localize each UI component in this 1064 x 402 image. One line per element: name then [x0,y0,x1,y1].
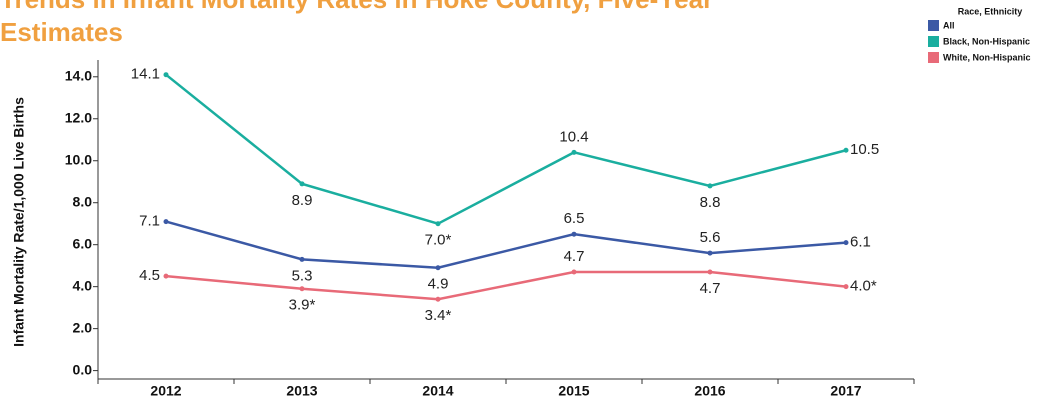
data-label: 4.7 [564,248,585,265]
y-tick-label: 10.0 [65,151,92,167]
legend-label: All [943,20,955,30]
point [299,181,305,187]
point [571,231,577,237]
point [843,240,849,246]
data-label: 3.4* [425,307,452,324]
data-label: 3.9* [289,297,316,314]
chart-title: Estimates [0,17,123,47]
data-label: 6.1 [850,234,871,251]
data-label: 5.6 [700,229,721,246]
data-label: 5.3 [292,267,313,284]
y-tick-label: 14.0 [65,67,92,83]
legend-title: Race, Ethnicity [958,6,1023,16]
chart-title: Trends in Infant Mortality Rates in Hoke… [0,0,713,14]
data-label: 4.0* [850,278,877,295]
point [571,269,577,275]
legend-label: Black, Non-Hispanic [943,36,1030,46]
y-axis-label: Infant Mortality Rate/1,000 Live Births [11,97,27,347]
x-tick-label: 2012 [150,383,181,399]
legend-swatch [928,20,939,31]
point [435,296,441,302]
y-tick-label: 6.0 [73,235,93,251]
data-label: 4.9 [428,276,449,293]
y-tick-label: 12.0 [65,109,92,125]
series-line [165,220,847,270]
legend-swatch [928,52,939,63]
data-label: 14.1 [131,66,160,83]
y-tick-label: 8.0 [73,193,93,209]
x-tick-label: 2016 [694,383,725,399]
data-label: 10.4 [559,128,588,145]
legend-swatch [928,36,939,47]
point [707,250,713,256]
x-tick-label: 2013 [286,383,317,399]
point [435,221,441,227]
legend-label: White, Non-Hispanic [943,52,1031,62]
point [435,265,441,271]
point [707,183,713,189]
y-tick-label: 0.0 [73,361,93,377]
x-tick-label: 2014 [422,383,453,399]
x-tick-label: 2017 [830,383,861,399]
y-tick-label: 4.0 [73,277,93,293]
point [571,149,577,155]
data-label: 8.9 [292,192,313,209]
data-label: 8.8 [700,194,721,211]
data-label: 7.0* [425,232,452,249]
point [163,72,169,78]
series-line [165,270,847,301]
data-label: 6.5 [564,210,585,227]
series-line [165,73,847,226]
point [163,273,169,279]
point [163,219,169,225]
y-tick-label: 2.0 [73,319,93,335]
data-label: 4.7 [700,280,721,297]
data-label: 4.5 [139,267,160,284]
point [299,256,305,262]
data-label: 7.1 [139,213,160,230]
point [843,147,849,153]
point [299,286,305,292]
x-tick-label: 2015 [558,383,589,399]
data-label: 10.5 [850,141,879,158]
point [843,284,849,290]
point [707,269,713,275]
